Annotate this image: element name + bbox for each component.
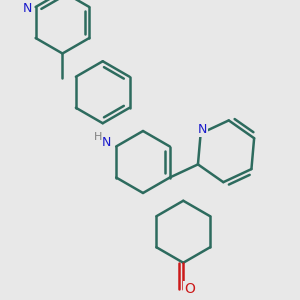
Text: O: O	[184, 282, 195, 296]
Text: N: N	[23, 2, 32, 16]
Text: N: N	[101, 136, 111, 149]
Text: H: H	[94, 131, 102, 142]
Text: N: N	[198, 123, 207, 136]
